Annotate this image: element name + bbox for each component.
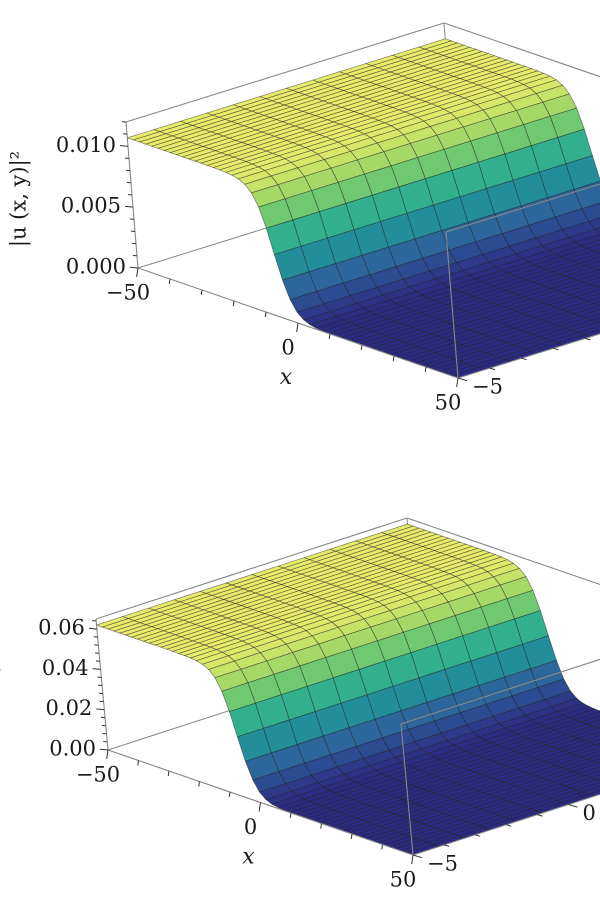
x-tick-mark — [264, 311, 267, 318]
z-tick-label: 0.04 — [42, 656, 89, 680]
box-edge-front-vertical — [400, 723, 414, 856]
surface-mesh — [95, 523, 600, 856]
surface-mesh — [126, 38, 600, 379]
z-axis-title: |u (x, y)|² — [7, 151, 32, 247]
x-tick-mark — [198, 781, 200, 787]
x-tick-mark — [424, 366, 427, 373]
x-tick-label: 0 — [281, 336, 294, 360]
x-tick-mark — [392, 355, 395, 362]
x-tick-label: 50 — [435, 391, 462, 415]
x-tick-mark — [232, 300, 235, 307]
x-tick-mark — [136, 267, 139, 278]
z-axis-title: v (x, y) — [0, 653, 1, 726]
y-tick-mark — [506, 824, 512, 827]
y-tick-label: −5 — [427, 852, 458, 876]
y-tick-mark — [553, 347, 559, 351]
y-tick-mark — [521, 357, 527, 361]
y-tick-mark — [457, 377, 468, 382]
z-tick-mark — [96, 708, 105, 711]
z-axis-line — [95, 618, 109, 751]
box-edge-top-far — [406, 517, 600, 586]
x-axis-title: x — [242, 845, 255, 870]
y-tick-mark — [489, 367, 495, 371]
x-tick-mark — [350, 833, 353, 840]
x-tick-mark — [258, 802, 261, 812]
z-tick-label: 0.00 — [49, 737, 96, 761]
y-tick-mark — [585, 337, 591, 341]
x-tick-mark — [168, 278, 171, 285]
x-tick-mark — [200, 289, 203, 296]
x-tick-mark — [328, 333, 331, 340]
y-tick-mark — [443, 844, 450, 847]
y-tick-label: 0 — [583, 801, 596, 825]
box-edge-top-left — [95, 517, 408, 620]
x-tick-label: 50 — [390, 868, 417, 892]
x-tick-label: −50 — [76, 763, 120, 787]
z-tick-mark — [129, 266, 139, 269]
z-tick-mark — [124, 205, 134, 208]
z-tick-label: 0.06 — [38, 616, 85, 640]
x-axis-title: x — [280, 365, 293, 390]
z-tick-label: 0.010 — [56, 133, 116, 157]
x-tick-mark — [167, 770, 170, 777]
z-tick-label: 0.000 — [66, 255, 126, 279]
x-tick-mark — [106, 749, 109, 760]
x-tick-mark — [411, 854, 414, 865]
x-tick-mark — [137, 760, 139, 766]
box-edge-top-right — [400, 658, 600, 725]
surface-patch — [593, 301, 600, 306]
box-edge-top-far — [443, 22, 600, 78]
x-tick-mark — [228, 791, 231, 798]
y-tick-mark — [475, 834, 481, 837]
box-edge-top-right — [445, 183, 600, 233]
x-tick-mark — [456, 377, 459, 388]
y-tick-mark — [537, 814, 543, 817]
x-tick-mark — [296, 322, 299, 333]
x-tick-mark — [360, 344, 363, 351]
z-tick-label: 0.005 — [61, 194, 121, 218]
box-edge-top-left — [125, 22, 445, 123]
y-axis-line — [457, 333, 600, 379]
z-tick-mark — [92, 668, 101, 670]
box-edge-front-vertical — [445, 231, 459, 379]
y-tick-label: −5 — [472, 375, 503, 399]
z-tick-mark — [88, 627, 97, 630]
x-tick-mark — [381, 844, 383, 850]
z-tick-mark — [119, 145, 129, 147]
x-tick-label: 0 — [244, 815, 257, 839]
x-tick-mark — [320, 823, 322, 829]
x-tick-label: −50 — [106, 281, 150, 305]
y-tick-mark — [568, 804, 578, 808]
x-tick-mark — [289, 812, 292, 819]
z-tick-mark — [99, 748, 109, 751]
z-tick-label: 0.02 — [46, 696, 93, 720]
y-tick-mark — [412, 854, 423, 859]
